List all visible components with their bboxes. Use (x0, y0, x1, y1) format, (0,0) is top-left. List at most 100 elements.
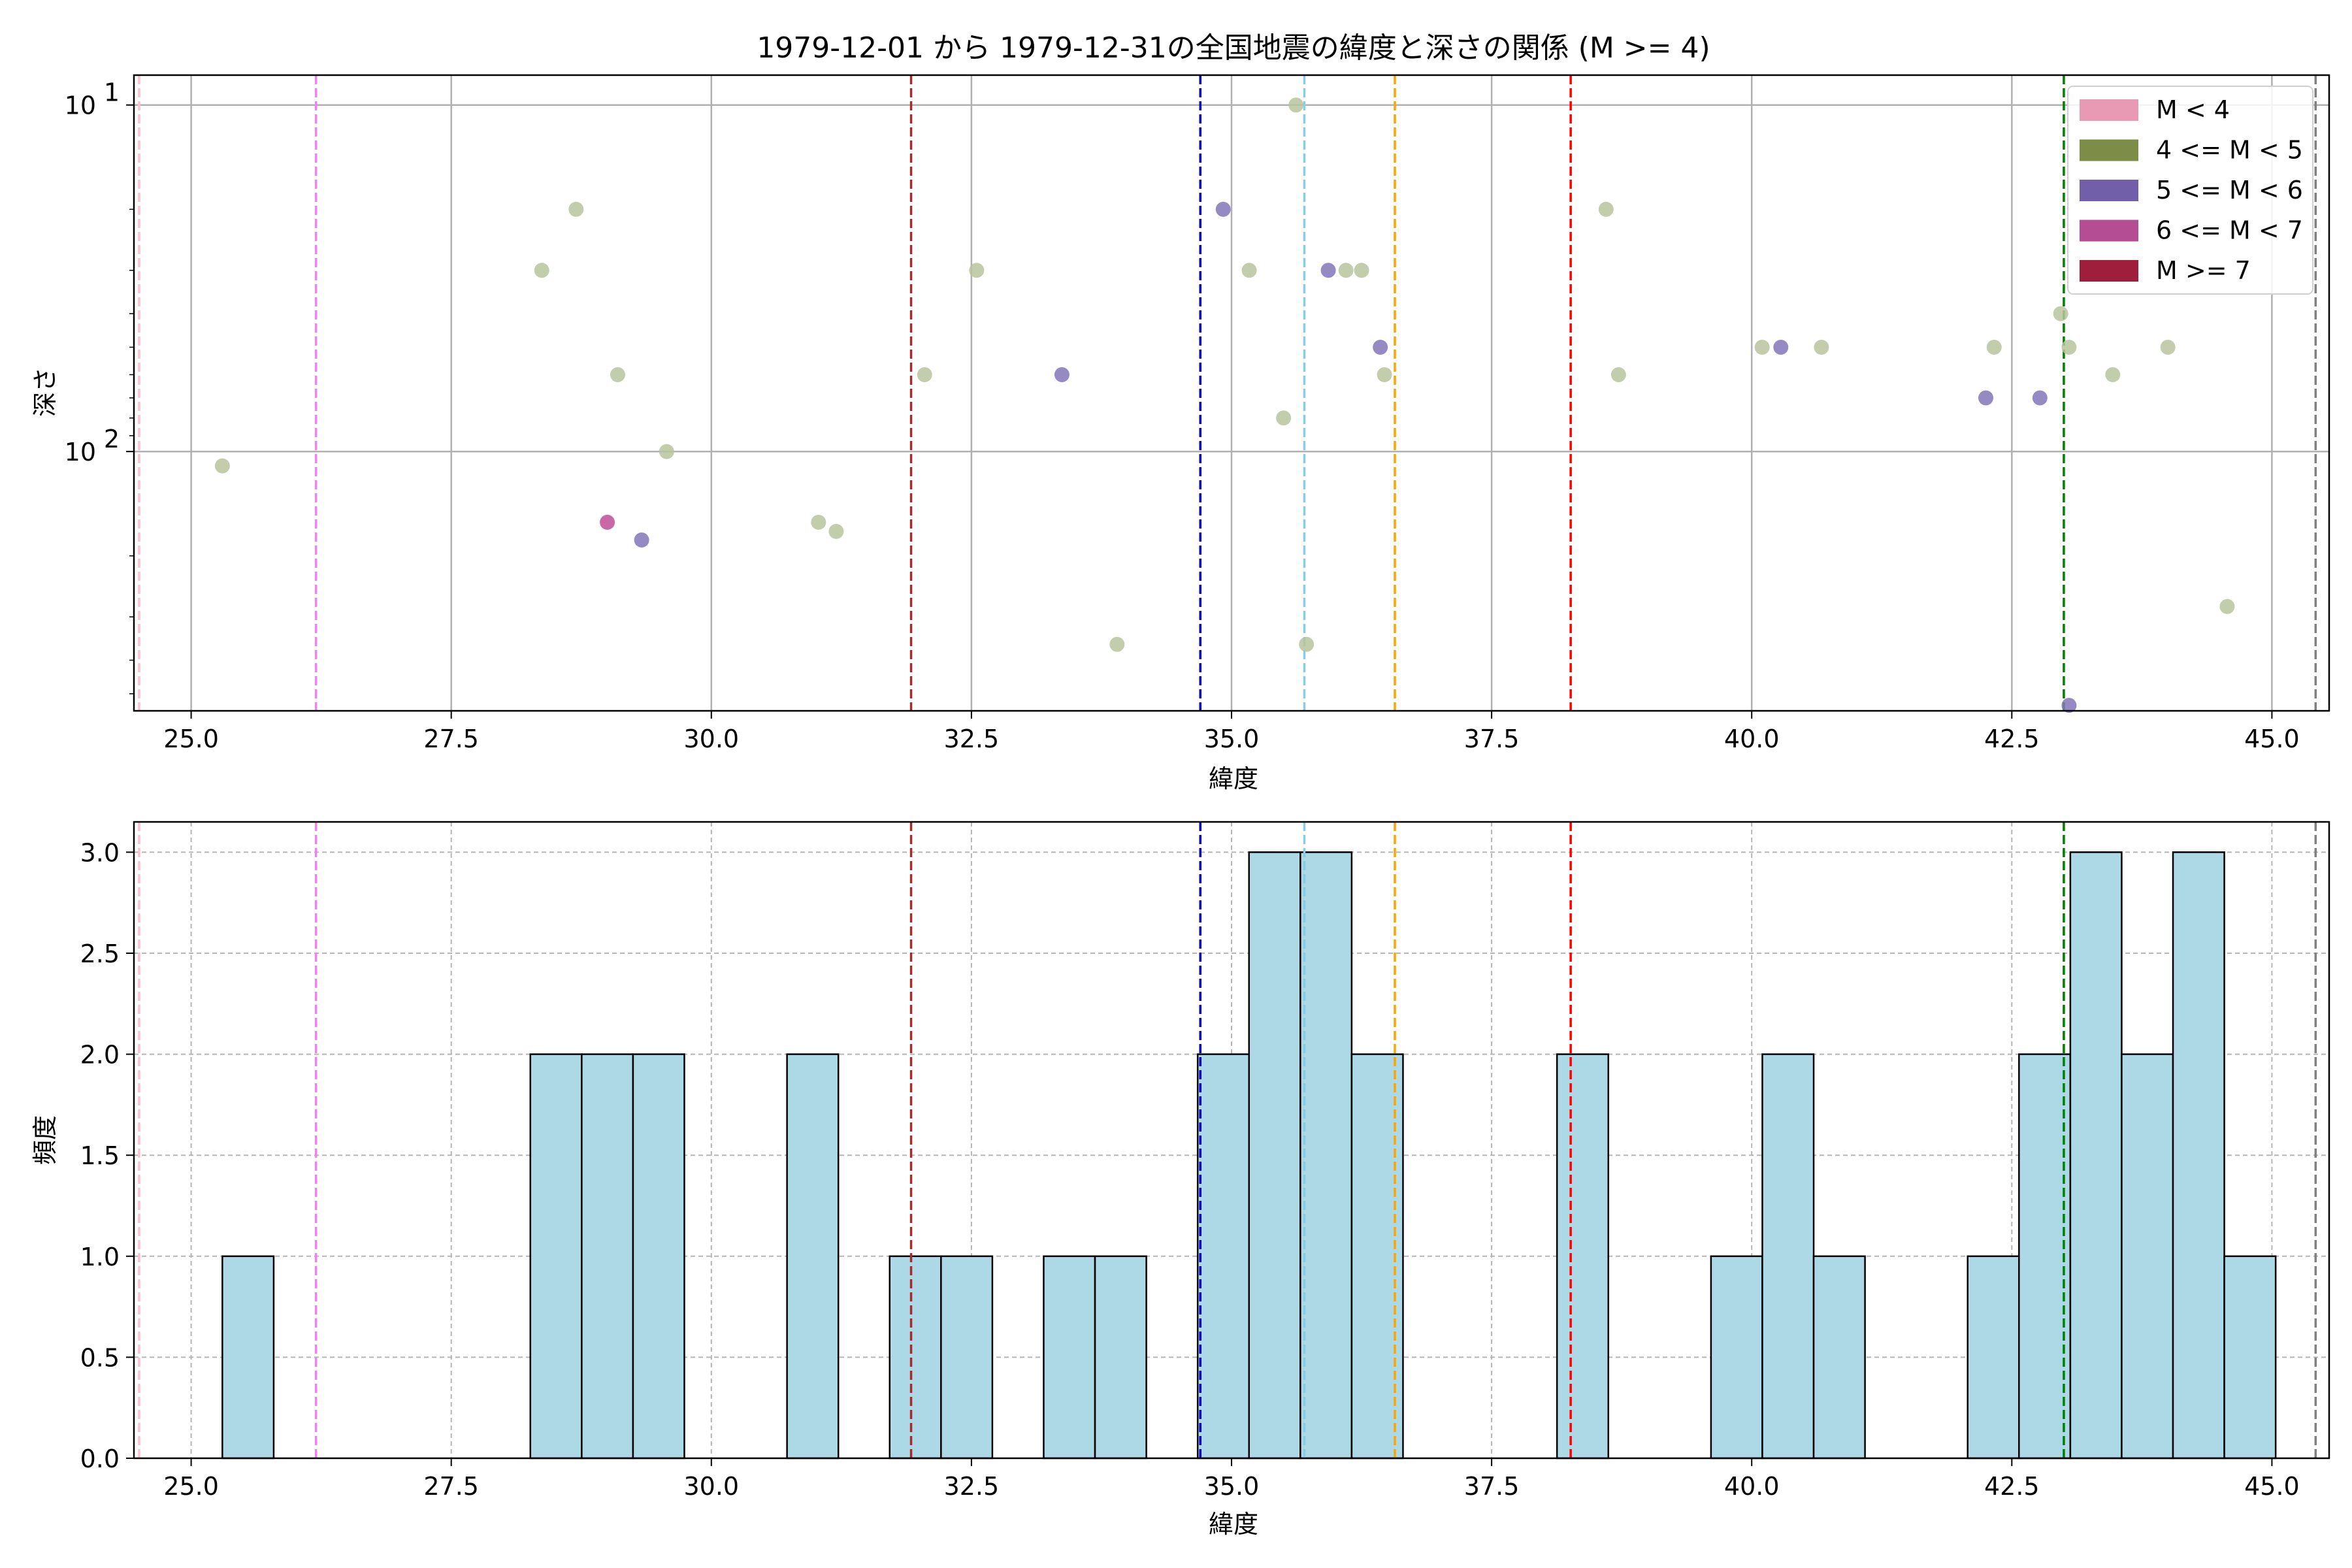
histogram-bar (529, 1053, 583, 1460)
scatter-point (1241, 263, 1257, 278)
histogram-y-tick-label: 2.5 (80, 939, 120, 968)
histogram-bar (1196, 1053, 1250, 1460)
scatter-point (811, 514, 826, 530)
scatter-point (610, 367, 625, 382)
histogram-y-tick-label: 0.0 (80, 1445, 120, 1473)
scatter-point (214, 458, 230, 474)
scatter-point (2053, 306, 2068, 321)
legend: M < 4 4 <= M < 5 5 <= M < 6 6 <= M < 7 M >= … (2067, 86, 2313, 295)
scatter-point (2105, 367, 2121, 382)
histogram-bar (786, 1053, 840, 1460)
histogram-bar (1556, 1053, 1609, 1460)
legend-label: 4 <= M < 5 (2156, 136, 2303, 165)
legend-label: 5 <= M < 6 (2156, 176, 2303, 204)
scatter-point (1354, 263, 1369, 278)
legend-label: 6 <= M < 7 (2156, 216, 2303, 245)
histogram-bar (2069, 851, 2123, 1460)
histogram-bar (2121, 1053, 2174, 1460)
scatter-point (917, 367, 932, 382)
scatter-point (1299, 636, 1315, 652)
scatter-x-tick-label: 45.0 (2244, 725, 2300, 753)
histogram-x-tick-label: 42.5 (1984, 1472, 2040, 1501)
histogram-x-tick-label: 45.0 (2244, 1472, 2300, 1501)
chart-title: 1979-12-01 から 1979-12-31の全国地震の緯度と深さの関係 (… (757, 31, 1710, 65)
histogram-x-axis-label: 緯度 (1209, 1510, 1258, 1539)
histogram-bar (632, 1053, 685, 1460)
scatter-point (969, 263, 985, 278)
histogram-x-tick-label: 30.0 (683, 1472, 739, 1501)
scatter-x-tick-label: 40.0 (1724, 725, 1780, 753)
scatter-x-tick-label: 32.5 (944, 725, 1000, 753)
histogram-y-tick-label: 1.0 (80, 1243, 120, 1271)
legend-swatch (2080, 260, 2138, 282)
histogram-x-tick-label: 25.0 (163, 1472, 219, 1501)
scatter-point (1814, 339, 1829, 355)
histogram-x-ticks: 25.0 27.5 30.0 32.5 35.0 37.5 40.0 42.5 45.0 (163, 1458, 2300, 1501)
legend-swatch (2080, 180, 2138, 201)
scatter-y-tick-exponent: 1 (104, 78, 120, 107)
scatter-point (1598, 201, 1614, 217)
histogram-reference-lines (138, 822, 2317, 1458)
scatter-point (1338, 263, 1354, 278)
histogram-bar (581, 1053, 634, 1460)
histogram-bar (889, 1255, 942, 1460)
scatter-panel: 25.0 27.5 30.0 32.5 35.0 37.5 40.0 42.5 45.0 10 1… (31, 74, 2330, 793)
scatter-point (1773, 339, 1789, 355)
scatter-x-tick-label: 25.0 (163, 725, 219, 753)
histogram-bar (940, 1255, 994, 1460)
scatter-point (2061, 339, 2077, 355)
scatter-point (2219, 598, 2235, 614)
scatter-point (1754, 339, 1770, 355)
legend-box (2067, 86, 2313, 295)
scatter-grid (134, 75, 2329, 711)
scatter-point (1288, 97, 1304, 113)
histogram-bar (2172, 851, 2225, 1460)
scatter-y-tick-label: 10 (65, 438, 96, 466)
scatter-point (2032, 390, 2048, 406)
scatter-x-tick-label: 27.5 (423, 725, 479, 753)
legend-label: M < 4 (2156, 95, 2230, 124)
scatter-point (1377, 367, 1392, 382)
histogram-bar (1967, 1255, 2020, 1460)
scatter-x-tick-label: 30.0 (683, 725, 739, 753)
histogram-bar (2018, 1053, 2072, 1460)
scatter-point (1276, 410, 1292, 426)
scatter-point (634, 532, 649, 548)
scatter-point (2160, 339, 2176, 355)
scatter-point (828, 523, 844, 539)
histogram-x-tick-label: 40.0 (1724, 1472, 1780, 1501)
scatter-y-axis-label: 深さ (31, 367, 59, 417)
histogram-bar (1248, 851, 1301, 1460)
histogram-bars (221, 851, 2277, 1460)
histogram-bar (1710, 1255, 1763, 1460)
scatter-reference-lines (138, 75, 2317, 711)
histogram-bar (1043, 1255, 1096, 1460)
scatter-point (568, 201, 584, 217)
scatter-point (1986, 339, 2002, 355)
scatter-point (1373, 339, 1388, 355)
scatter-x-ticks: 25.0 27.5 30.0 32.5 35.0 37.5 40.0 42.5 45.0 (163, 711, 2300, 753)
legend-swatch (2080, 139, 2138, 161)
histogram-y-tick-label: 1.5 (80, 1141, 120, 1170)
legend-label: M >= 7 (2156, 256, 2251, 285)
histogram-bar (1299, 851, 1353, 1460)
histogram-x-tick-label: 27.5 (423, 1472, 479, 1501)
scatter-point (1109, 636, 1125, 652)
scatter-point (534, 263, 549, 278)
scatter-y-tick-label: 10 (65, 91, 96, 120)
legend-swatch (2080, 99, 2138, 121)
scatter-x-tick-label: 37.5 (1464, 725, 1520, 753)
scatter-x-axis-label: 緯度 (1209, 764, 1258, 793)
histogram-y-tick-label: 2.0 (80, 1041, 120, 1070)
histogram-bar (1761, 1053, 1815, 1460)
histogram-y-tick-label: 3.0 (80, 838, 120, 867)
scatter-point (1054, 367, 1070, 382)
scatter-point (1610, 367, 1626, 382)
histogram-y-axis-label: 頻度 (31, 1115, 59, 1165)
histogram-bar (221, 1255, 275, 1460)
histogram-x-tick-label: 37.5 (1464, 1472, 1520, 1501)
histogram-bar (2223, 1255, 2277, 1460)
scatter-point (2061, 698, 2077, 713)
scatter-point (600, 514, 615, 530)
